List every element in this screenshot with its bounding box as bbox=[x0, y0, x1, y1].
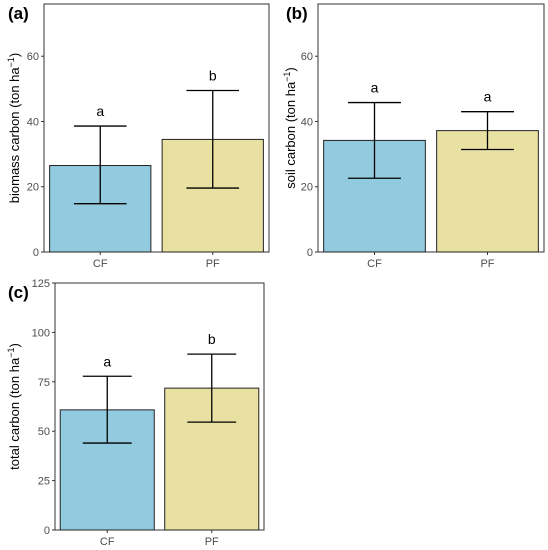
y-tick-label: 0 bbox=[33, 247, 39, 259]
y-axis-title-end: ) bbox=[7, 343, 22, 347]
x-tick-label: PF bbox=[480, 258, 494, 270]
y-tick-label: 75 bbox=[38, 377, 50, 389]
y-axis-title-superscript: −1 bbox=[6, 57, 16, 67]
y-tick-label: 20 bbox=[301, 182, 313, 194]
significance-label: a bbox=[96, 103, 104, 119]
y-tick-label: 0 bbox=[307, 247, 313, 259]
y-tick-label: 50 bbox=[38, 426, 50, 438]
y-tick-label: 20 bbox=[27, 182, 39, 194]
significance-label: a bbox=[103, 353, 111, 369]
significance-label: a bbox=[371, 80, 379, 96]
y-axis-title: soil carbon (ton ha−1) bbox=[282, 67, 298, 189]
y-axis-title-end: ) bbox=[7, 53, 22, 57]
chart-panel-2: (c) 0 25 50 75 100 125 total carbon (ton ha−1) a… bbox=[6, 278, 265, 548]
y-axis-title-superscript: −1 bbox=[6, 348, 16, 358]
y-axis-title: total carbon (ton ha−1) bbox=[6, 343, 22, 470]
y-tick-label: 100 bbox=[32, 327, 50, 339]
significance-label: b bbox=[208, 331, 216, 347]
panel-label: (a) bbox=[8, 4, 29, 23]
y-axis-title-superscript: −1 bbox=[282, 72, 292, 82]
y-tick-label: 125 bbox=[32, 278, 50, 290]
plot-border bbox=[54, 282, 265, 531]
chart-panel-0: (a) 0 20 40 60 biomass carbon (ton ha−1) a CF b P… bbox=[6, 3, 270, 270]
significance-label: b bbox=[209, 67, 217, 83]
y-tick-label: 60 bbox=[27, 51, 39, 63]
y-tick-label: 0 bbox=[44, 525, 50, 537]
y-tick-label: 40 bbox=[301, 116, 313, 128]
x-tick-label: PF bbox=[206, 258, 220, 270]
plot-border bbox=[43, 3, 270, 253]
y-axis-title-end: ) bbox=[283, 67, 298, 71]
significance-label: a bbox=[484, 89, 492, 105]
y-axis-title-main: soil carbon (ton ha bbox=[283, 81, 298, 189]
panel-label: (c) bbox=[8, 283, 29, 302]
x-tick-label: CF bbox=[100, 536, 115, 548]
bar-pf bbox=[436, 130, 539, 253]
x-tick-label: CF bbox=[367, 258, 382, 270]
y-tick-label: 60 bbox=[301, 51, 313, 63]
y-axis-title-main: total carbon (ton ha bbox=[7, 357, 22, 470]
y-tick-label: 40 bbox=[27, 116, 39, 128]
x-tick-label: PF bbox=[205, 536, 219, 548]
y-tick-label: 25 bbox=[38, 476, 50, 488]
y-axis-title-main: biomass carbon (ton ha bbox=[7, 67, 22, 204]
y-axis-title: biomass carbon (ton ha−1) bbox=[6, 53, 22, 203]
panel-label: (b) bbox=[286, 4, 308, 23]
plot-border bbox=[317, 3, 545, 253]
x-tick-label: CF bbox=[93, 258, 108, 270]
